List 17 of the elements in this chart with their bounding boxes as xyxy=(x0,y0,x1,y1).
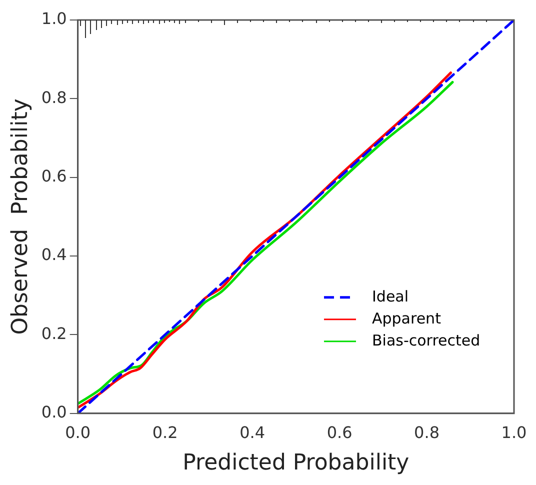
x-tick-label: 0.6 xyxy=(326,423,352,442)
y-tick-label: 0.6 xyxy=(41,166,67,186)
legend-label: Bias-corrected xyxy=(372,331,480,350)
y-tick-label: 0.4 xyxy=(41,245,67,264)
y-axis-title: Observed Probability xyxy=(8,98,33,335)
x-tick-label: 0.2 xyxy=(152,423,178,442)
y-tick-label: 1.0 xyxy=(41,9,67,28)
x-tick-label: 1.0 xyxy=(501,423,527,442)
y-tick-label: 0.8 xyxy=(41,88,67,107)
legend-label: Apparent xyxy=(372,309,442,328)
x-tick-label: 0.8 xyxy=(414,423,440,442)
x-axis-title: Predicted Probability xyxy=(182,450,410,476)
x-tick-label: 0.4 xyxy=(240,423,266,442)
x-tick-label: 0.0 xyxy=(65,423,91,442)
y-tick-label: 0.0 xyxy=(41,402,67,422)
y-tick-label: 0.2 xyxy=(41,324,67,343)
legend-label: Ideal xyxy=(372,287,409,306)
